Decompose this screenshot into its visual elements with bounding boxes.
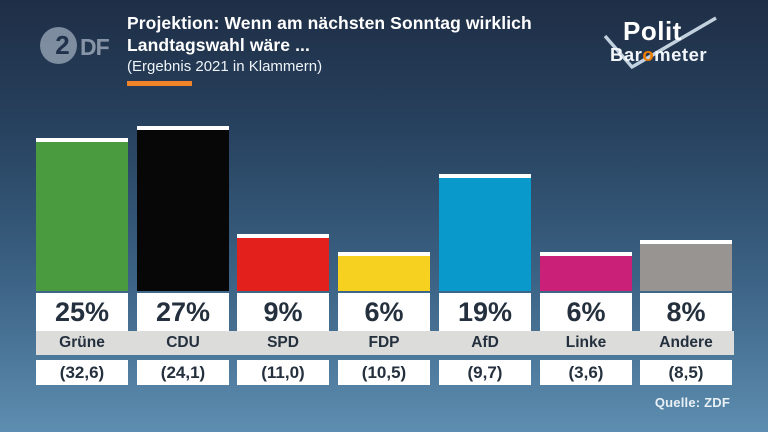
bar-chart <box>36 126 732 291</box>
party-name-band: Grüne CDU SPD FDP AfD Linke Andere <box>36 331 734 355</box>
party-label: Linke <box>565 334 607 351</box>
barometer-orange-o: o <box>642 44 655 65</box>
previous-result-box: (10,5) <box>338 360 430 385</box>
previous-result-box: (24,1) <box>137 360 229 385</box>
zdf-logo-circle-icon: 2 <box>40 27 77 64</box>
previous-result-box: (11,0) <box>237 360 329 385</box>
percent-box: 6% <box>540 293 632 331</box>
bar-andere <box>640 240 732 291</box>
politbarometer-logo: Polit Barometer <box>583 10 739 72</box>
bar-linke <box>540 252 632 291</box>
bar-cdu <box>137 126 229 291</box>
bar-spd <box>237 234 329 291</box>
zdf-logo-letters: DF <box>80 34 110 60</box>
page-title-line2: Landtagswahl wäre ... <box>127 35 310 55</box>
party-label: AfD <box>471 334 499 351</box>
barometer-prefix: Bar <box>610 44 643 65</box>
politbarometer-word-barometer: Barometer <box>610 44 707 66</box>
politbarometer-word-polit: Polit <box>623 16 682 46</box>
bar-afd <box>439 174 531 291</box>
title-accent-rule <box>127 81 192 86</box>
source-label: Quelle: ZDF <box>654 395 730 410</box>
percent-box: 25% <box>36 293 128 331</box>
bar-grüne <box>36 138 128 291</box>
percent-box: 9% <box>237 293 329 331</box>
party-label: Andere <box>659 334 713 351</box>
zdf-logo-digit: 2 <box>55 30 70 60</box>
barometer-suffix: meter <box>654 44 708 65</box>
party-label: SPD <box>267 334 299 351</box>
percent-box: 19% <box>439 293 531 331</box>
party-label: CDU <box>166 334 200 351</box>
previous-result-box: (32,6) <box>36 360 128 385</box>
percent-box: 8% <box>640 293 732 331</box>
checkmark-icon <box>603 16 717 70</box>
percent-box: 27% <box>137 293 229 331</box>
bar-fdp <box>338 252 430 291</box>
page-subtitle: (Ergebnis 2021 in Klammern) <box>127 58 323 75</box>
title-block: Projektion: Wenn am nächsten Sonntag wir… <box>127 12 587 77</box>
previous-result-box: (3,6) <box>540 360 632 385</box>
party-label: FDP <box>368 334 400 351</box>
previous-result-box: (8,5) <box>640 360 732 385</box>
zdf-logo: 2 DF <box>40 27 150 67</box>
percent-box: 6% <box>338 293 430 331</box>
previous-result-box: (9,7) <box>439 360 531 385</box>
party-label: Grüne <box>59 334 105 351</box>
page-title-line1: Projektion: Wenn am nächsten Sonntag wir… <box>127 13 532 33</box>
